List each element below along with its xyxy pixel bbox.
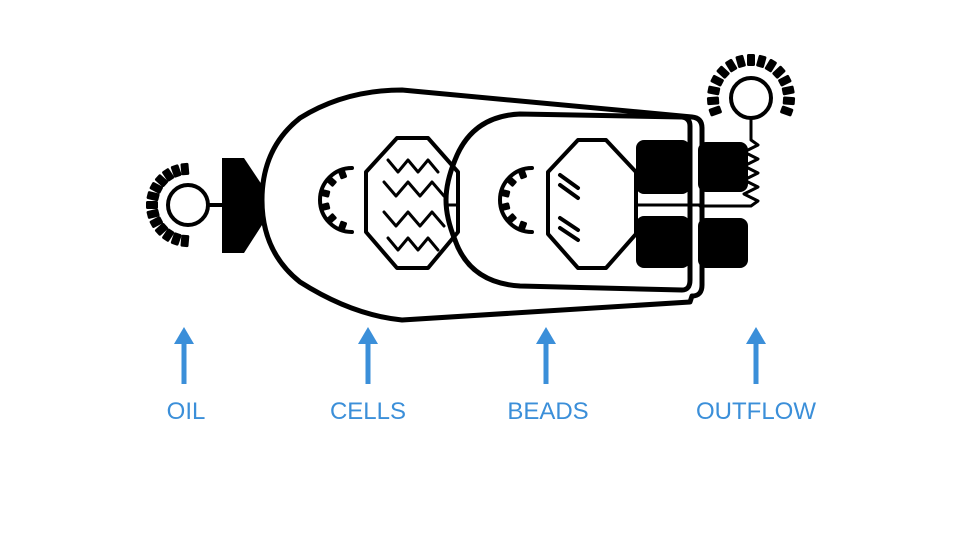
beads-ring-tick: [517, 220, 527, 232]
oil-ring-tick: [180, 234, 190, 248]
cells-ring-tick: [337, 168, 347, 180]
outflow-arrow: [746, 327, 766, 384]
chip-solid-parts: [222, 140, 748, 268]
beads-chamber: [546, 138, 638, 270]
oil-ring-tick: [154, 174, 169, 188]
resistor-block-top-left: [636, 140, 690, 194]
cells-ring-tick: [325, 213, 337, 225]
oil-ring-tick: [149, 182, 163, 194]
cells-inlet-arc: [318, 166, 354, 234]
oil-filter-block: [222, 158, 262, 253]
beads-ring-tick: [499, 188, 511, 198]
oil-ring-tick: [180, 162, 190, 176]
outflow-ring-tick: [782, 96, 796, 106]
oil-ring-tick: [149, 216, 163, 228]
cells-ring-tick: [319, 202, 331, 212]
oil-ring-tick: [154, 222, 169, 236]
beads-ring-tick: [505, 213, 517, 225]
outflow-serpentine: [698, 116, 760, 208]
oil-ring-tick: [162, 168, 175, 182]
oil-inlet-hole: [166, 183, 210, 227]
beads-ring-tick: [517, 168, 527, 180]
beads-filter: [558, 173, 580, 242]
outflow-ring-tick: [735, 54, 746, 68]
outflow-ring-tick: [772, 65, 786, 79]
oil-arrow: [174, 327, 194, 384]
port-arrows: [174, 327, 766, 384]
resistor-block-top-right: [698, 142, 748, 192]
outflow-ring-tick: [781, 85, 795, 96]
resistor-block-bottom-left: [636, 216, 690, 268]
outflow-ring-tick: [716, 65, 730, 79]
outflow-ring-tick: [780, 105, 794, 117]
beads-ring-tick: [505, 175, 517, 187]
cells-ring-tick: [337, 220, 347, 232]
beads-ring-tick: [499, 202, 511, 212]
outflow-ring-tick: [708, 105, 722, 117]
outflow-hole: [729, 76, 773, 120]
outflow-ring-tick: [725, 58, 738, 73]
outflow-ring-tick: [710, 74, 724, 87]
outflow-ring-tick: [747, 54, 755, 66]
oil-ring-tick: [162, 228, 175, 242]
outflow-ring-tick: [707, 85, 721, 96]
oil-ring-tick: [170, 164, 182, 178]
cells-chamber: [364, 136, 460, 270]
outflow-ring-tick: [764, 58, 777, 73]
resistor-block-bottom-right: [698, 218, 748, 268]
oil-ring-tick: [146, 208, 160, 219]
oil-ring-tick: [170, 232, 182, 246]
cells-arrow: [358, 327, 378, 384]
outflow-ring-tick: [706, 96, 720, 106]
port-labels: OIL CELLS BEADS OUTFLOW: [167, 398, 817, 425]
cells-ring-tick: [325, 175, 337, 187]
outflow-ring-tick: [778, 74, 792, 87]
beads-inlet-arc: [498, 166, 534, 234]
oil-ring-tick: [146, 201, 158, 209]
oil-ring-tick: [146, 191, 160, 202]
beads-arrow: [536, 327, 556, 384]
cells-label: CELLS: [330, 398, 406, 425]
outflow-label: OUTFLOW: [696, 398, 816, 425]
cells-filter: [382, 158, 446, 252]
outflow-ring-tick: [756, 54, 767, 68]
cells-ring-tick: [319, 188, 331, 198]
ring-ticks: [146, 54, 796, 248]
oil-label: OIL: [167, 398, 206, 425]
outer-channel-loop: [259, 87, 705, 323]
beads-label: BEADS: [507, 398, 588, 425]
